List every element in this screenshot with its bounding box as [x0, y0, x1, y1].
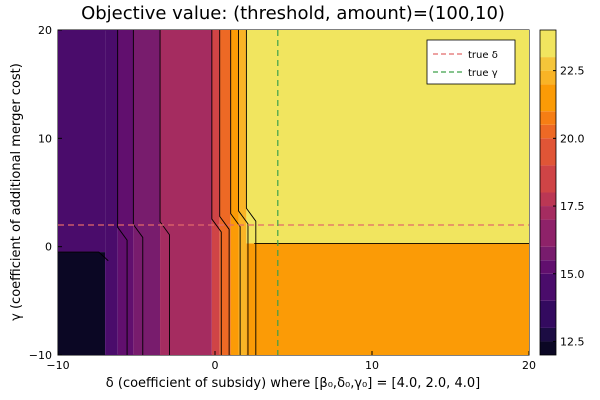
colorbar-tick-label: 15.0 — [560, 268, 585, 281]
colorbar-swatch — [540, 138, 556, 166]
colorbar-tick-label: 20.0 — [560, 132, 585, 145]
colorbar-swatch — [540, 111, 556, 125]
colorbar-swatch — [540, 84, 556, 112]
y-axis: −10 0 10 20 — [29, 24, 62, 362]
contour-lines — [58, 30, 529, 355]
colorbar-tick-label: 17.5 — [560, 200, 585, 213]
chart-title: Objective value: (threshold, amount)=(10… — [81, 3, 505, 24]
x-axis-label: δ (coefficient of subsidy) where [β₀,δ₀,… — [106, 376, 480, 391]
contour-line-3 — [211, 30, 222, 355]
colorbar-swatch — [540, 30, 556, 58]
region-band-0 — [105, 30, 118, 355]
legend-box — [426, 39, 516, 85]
contour-line-1 — [132, 30, 144, 355]
legend: true δ true γ — [426, 39, 516, 85]
region-left-upper — [58, 30, 106, 253]
colorbar-swatch — [540, 246, 556, 261]
colorbar-swatch — [540, 341, 556, 355]
y-axis-label: γ (coefficient of additional merger cost… — [9, 63, 24, 321]
x-tick-label: −10 — [46, 359, 69, 372]
x-tick-label: 20 — [522, 359, 536, 372]
x-tick-label: 10 — [365, 359, 379, 372]
contour-line-0 — [117, 30, 128, 355]
region-band-6 — [230, 30, 239, 355]
colorbar-swatch — [540, 57, 556, 71]
x-axis: −10 0 10 20 — [46, 351, 536, 372]
colorbar-swatch — [540, 124, 556, 139]
contour-line-5 — [230, 30, 241, 355]
contour-fills — [58, 30, 529, 355]
colorbar-frame — [539, 29, 557, 356]
region-band-5 — [219, 30, 231, 355]
colorbar-tick-label: 22.5 — [560, 65, 585, 78]
region-band-2 — [133, 30, 161, 355]
colorbar-swatch — [540, 260, 556, 274]
contour-line-2 — [159, 30, 170, 355]
colorbar-swatch — [540, 273, 556, 301]
contour-line-7 — [245, 30, 257, 355]
colorbar-swatch — [540, 219, 556, 247]
colorbar-tick-label: 12.5 — [560, 335, 585, 348]
reference-lines — [58, 30, 529, 355]
region-band-3 — [160, 30, 212, 355]
colorbar-swatch — [540, 192, 556, 207]
y-tick-label: 10 — [38, 132, 52, 145]
region-band-7 — [238, 30, 247, 355]
colorbar-swatch — [540, 70, 556, 85]
y-tick-label: 20 — [38, 24, 52, 37]
x-tick-label: 0 — [212, 359, 219, 372]
contour-line-4 — [219, 30, 230, 355]
region-bottom-right — [246, 243, 529, 355]
legend-label-true-delta: true δ — [468, 50, 498, 61]
colorbar-swatch — [540, 206, 556, 220]
colorbar-swatch — [540, 300, 556, 328]
contour-line-left — [58, 251, 109, 262]
legend-label-true-gamma: true γ — [468, 68, 498, 79]
contour-line-6 — [238, 30, 249, 355]
y-tick-label: −10 — [29, 349, 52, 362]
region-left-lower — [58, 252, 106, 355]
region-band-4 — [211, 30, 220, 355]
y-tick-label: 0 — [45, 241, 52, 254]
colorbar: 12.5 15.0 17.5 20.0 22.5 — [539, 29, 585, 356]
region-band-1 — [117, 30, 134, 355]
colorbar-swatch — [540, 327, 556, 342]
colorbar-swatch — [540, 165, 556, 193]
